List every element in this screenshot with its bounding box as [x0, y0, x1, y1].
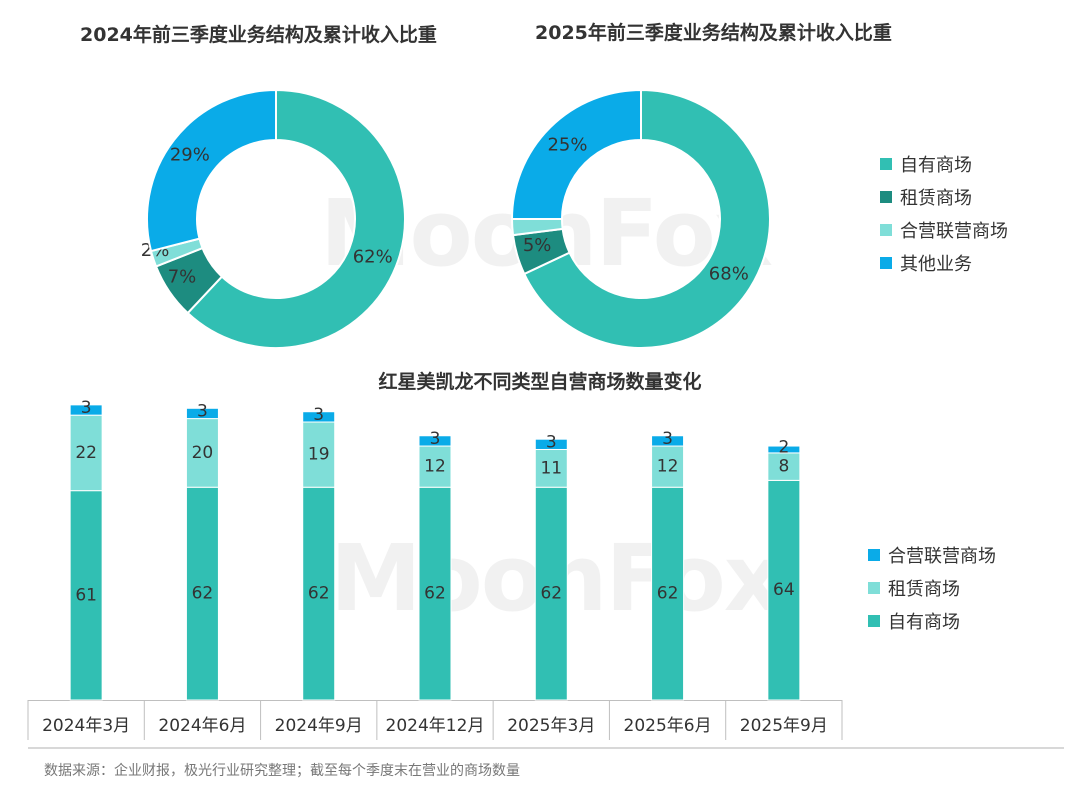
- bar-value-label: 19: [308, 445, 330, 465]
- bar-value-label: 3: [197, 401, 208, 421]
- legend-label: 合营联营商场: [888, 545, 996, 567]
- donut-legend: 自有商场租赁商场合营联营商场 其他业务: [880, 147, 1008, 279]
- x-tick-label: 2024年3月: [42, 716, 130, 736]
- donut-1-label-1: 5%: [523, 235, 552, 256]
- bar-legend: 合营联营商场 租赁商场自有商场: [868, 538, 996, 637]
- legend-item: 租赁商场: [880, 180, 1008, 213]
- legend-item: 自有商场: [880, 147, 1008, 180]
- donut-0-slice-0: [186, 88, 406, 349]
- bar-自有商场-1: [185, 486, 219, 701]
- legend-swatch: [880, 190, 892, 203]
- bar-自有商场-5: [651, 486, 685, 701]
- bar-value-label: 20: [192, 443, 214, 463]
- bar-value-label: 2: [778, 437, 789, 457]
- bar-chart-title: 红星美凯龙不同类型自营商场数量变化: [378, 371, 702, 393]
- bar-合营联营商场-1: [185, 407, 219, 420]
- donut-1-label-3: 25%: [547, 134, 587, 155]
- donut-1-label-0: 68%: [709, 264, 749, 285]
- bar-租赁商场-4: [534, 448, 568, 488]
- donut-2024-title: 2024年前三季度业务结构及累计收入比重: [80, 24, 437, 46]
- x-tick-label: 2024年12月: [386, 716, 485, 736]
- donut-0-label-1: 7%: [168, 266, 197, 287]
- bar-合营联营商场-2: [302, 411, 336, 423]
- donut-0-label-3: 29%: [170, 144, 210, 165]
- legend-swatch: [880, 256, 892, 269]
- bar-自有商场-2: [302, 486, 336, 701]
- x-tick-label: 2025年6月: [624, 716, 712, 736]
- legend-label: 合营联营商场: [900, 220, 1008, 242]
- legend-label: 租赁商场: [900, 187, 972, 209]
- bar-value-label: 12: [424, 457, 446, 477]
- donut-0-label-0: 62%: [353, 246, 393, 267]
- bar-value-label: 64: [773, 580, 795, 600]
- legend-item: 合营联营商场: [868, 538, 996, 571]
- legend-swatch: [880, 157, 892, 170]
- donut-0-slice-3: [146, 88, 277, 253]
- x-tick-label: 2025年3月: [507, 716, 595, 736]
- legend-item: 其他业务: [880, 246, 1008, 279]
- legend-item: 合营联营商场: [880, 213, 1008, 246]
- legend-swatch: [868, 548, 880, 561]
- bar-合营联营商场-0: [69, 404, 103, 416]
- footer-divider: [28, 747, 1064, 749]
- legend-swatch: [868, 614, 880, 627]
- bar-value-label: 3: [546, 432, 557, 452]
- bar-value-label: 62: [424, 584, 446, 604]
- donut-1-slice-0: [522, 88, 771, 349]
- bar-合营联营商场-6: [767, 445, 801, 454]
- bar-value-label: 8: [778, 457, 789, 477]
- donut-2025-title: 2025年前三季度业务结构及累计收入比重: [535, 22, 892, 44]
- legend-label: 自有商场: [888, 611, 960, 633]
- bar-value-label: 62: [540, 584, 562, 604]
- bar-租赁商场-2: [302, 421, 336, 488]
- bar-租赁商场-6: [767, 452, 801, 481]
- bar-合营联营商场-4: [534, 438, 568, 450]
- legend-item: 自有商场: [868, 604, 996, 637]
- x-tick-label: 2025年9月: [740, 716, 828, 736]
- bar-value-label: 62: [192, 584, 214, 604]
- bar-value-label: 11: [540, 458, 562, 478]
- bar-value-label: 3: [662, 429, 673, 449]
- legend-swatch: [880, 223, 892, 236]
- bar-value-label: 61: [75, 585, 97, 605]
- bar-租赁商场-5: [651, 445, 685, 488]
- bar-value-label: 62: [308, 584, 330, 604]
- bar-合营联营商场-5: [651, 435, 685, 447]
- source-note: 数据来源：企业财报，极光行业研究整理；截至每个季度末在营业的商场数量: [44, 763, 520, 779]
- bar-value-label: 3: [313, 405, 324, 425]
- bar-合营联营商场-3: [418, 435, 452, 447]
- bar-value-label: 62: [657, 584, 679, 604]
- legend-item: 租赁商场: [868, 571, 996, 604]
- bar-自有商场-6: [767, 479, 801, 701]
- bar-自有商场-4: [534, 486, 568, 701]
- bar-value-label: 22: [75, 443, 97, 463]
- x-tick-label: 2024年9月: [275, 716, 363, 736]
- bar-value-label: 12: [657, 457, 679, 477]
- bar-自有商场-0: [69, 490, 103, 701]
- bar-value-label: 3: [81, 398, 92, 418]
- legend-swatch: [868, 581, 880, 594]
- legend-label: 自有商场: [900, 154, 972, 176]
- bar-value-label: 3: [430, 429, 441, 449]
- legend-label: 其他业务: [900, 253, 972, 275]
- donut-1-slice-3: [510, 88, 642, 220]
- legend-label: 租赁商场: [888, 578, 960, 600]
- x-tick-label: 2024年6月: [158, 716, 246, 736]
